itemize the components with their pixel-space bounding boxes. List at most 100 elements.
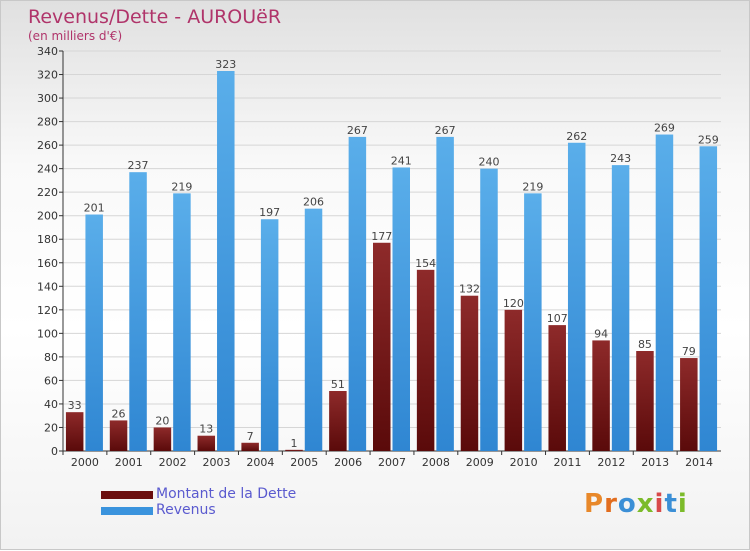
revenue-value-label: 259 <box>698 133 719 146</box>
x-tick-label: 2008 <box>422 456 450 469</box>
debt-bar <box>65 412 84 451</box>
debt-value-label: 51 <box>331 378 345 391</box>
y-tick-label: 140 <box>37 280 58 293</box>
revenue-value-label: 323 <box>215 58 236 71</box>
x-tick-label: 2006 <box>334 456 362 469</box>
debt-value-label: 94 <box>594 327 608 340</box>
y-tick-label: 100 <box>37 327 58 340</box>
x-tick-label: 2011 <box>553 456 581 469</box>
revenue-value-label: 262 <box>566 130 587 143</box>
x-tick-label: 2007 <box>378 456 406 469</box>
y-tick-label: 280 <box>37 116 58 129</box>
revenue-value-label: 219 <box>522 180 543 193</box>
revenue-bar <box>392 167 410 451</box>
logo-letter: i <box>654 489 665 519</box>
logo-letter: P <box>584 489 605 519</box>
x-tick-label: 2003 <box>203 456 231 469</box>
logo-letter: r <box>604 489 618 519</box>
legend-label-debt: Montant de la Dette <box>156 486 297 502</box>
y-tick-label: 20 <box>44 421 58 434</box>
x-tick-label: 2001 <box>115 456 143 469</box>
debt-value-label: 1 <box>291 437 298 450</box>
debt-bar <box>373 242 391 451</box>
debt-bar <box>241 442 259 451</box>
revenue-bar <box>699 146 718 451</box>
y-tick-label: 320 <box>37 69 58 82</box>
debt-bar <box>548 325 566 451</box>
x-tick-label: 2002 <box>159 456 187 469</box>
debt-value-label: 20 <box>155 414 169 427</box>
debt-value-label: 107 <box>547 312 568 325</box>
revenue-bar <box>524 193 542 451</box>
debt-value-label: 85 <box>638 338 652 351</box>
revenue-value-label: 267 <box>435 124 456 137</box>
chart-title: Revenus/Dette - AUROUëR <box>28 6 282 28</box>
logo-letter: o <box>617 489 637 519</box>
revenue-bar <box>304 208 323 451</box>
revenue-bar <box>173 193 191 451</box>
revenue-bar <box>348 136 367 451</box>
debt-value-label: 26 <box>112 407 126 420</box>
y-tick-label: 240 <box>37 163 58 176</box>
revenue-bar <box>655 134 674 451</box>
legend-swatch-debt <box>101 491 153 499</box>
proxiti-logo: Proxiti <box>584 489 688 519</box>
x-tick-label: 2000 <box>71 456 99 469</box>
revenue-bar <box>480 168 498 451</box>
y-tick-label: 260 <box>37 139 58 152</box>
logo-letter: x <box>636 489 655 519</box>
debt-bar <box>680 358 698 451</box>
x-tick-label: 2012 <box>597 456 625 469</box>
debt-value-label: 13 <box>199 423 213 436</box>
y-tick-label: 0 <box>51 445 58 458</box>
debt-bar <box>329 391 347 451</box>
debt-bar <box>197 435 216 451</box>
logo-letter: i <box>677 489 688 519</box>
y-tick-label: 200 <box>37 210 58 223</box>
debt-value-label: 120 <box>503 297 524 310</box>
y-tick-label: 180 <box>37 233 58 246</box>
legend-label-revenue: Revenus <box>156 502 216 518</box>
revenue-bar <box>85 214 103 451</box>
revenue-value-label: 241 <box>391 154 412 167</box>
revenue-value-label: 269 <box>654 122 675 135</box>
revenue-bar <box>129 172 147 452</box>
debt-bar <box>636 351 654 451</box>
revenue-bar <box>260 219 279 451</box>
x-tick-label: 2013 <box>641 456 669 469</box>
debt-value-label: 7 <box>247 430 254 443</box>
debt-bar <box>285 449 303 451</box>
grid-lines <box>63 50 721 452</box>
y-tick-label: 80 <box>44 351 58 364</box>
data-labels: 33 201 26 237 20 219 13 323 7 197 1 206 51 267 177 241 1… <box>68 58 719 450</box>
y-tick-label: 300 <box>37 92 58 105</box>
y-tick-label: 220 <box>37 186 58 199</box>
revenue-value-label: 243 <box>610 152 631 165</box>
revenue-bar <box>217 71 235 451</box>
revenue-value-label: 206 <box>303 196 324 209</box>
x-tick-label: 2010 <box>510 456 538 469</box>
revenue-value-label: 197 <box>259 206 280 219</box>
debt-value-label: 33 <box>68 399 82 412</box>
x-tick-label: 2004 <box>246 456 274 469</box>
debt-bar <box>153 427 172 451</box>
revenue-value-label: 201 <box>84 202 105 215</box>
legend-swatch-revenue <box>101 507 153 515</box>
x-tick-label: 2005 <box>290 456 318 469</box>
debt-bar <box>109 420 128 451</box>
x-tick-label: 2014 <box>685 456 713 469</box>
debt-value-label: 154 <box>415 257 436 270</box>
axes: 0204060801001201401601802002202402602803… <box>37 45 721 469</box>
revenue-value-label: 267 <box>347 124 368 137</box>
chart-subtitle: (en milliers d'€) <box>28 29 123 43</box>
revenue-value-label: 219 <box>171 180 192 193</box>
revenue-bar <box>567 142 586 451</box>
debt-value-label: 177 <box>371 230 392 243</box>
debt-bar <box>416 269 435 451</box>
revenue-value-label: 240 <box>478 156 499 169</box>
y-tick-label: 40 <box>44 398 58 411</box>
debt-bar <box>592 340 610 451</box>
revenue-value-label: 237 <box>128 159 149 172</box>
